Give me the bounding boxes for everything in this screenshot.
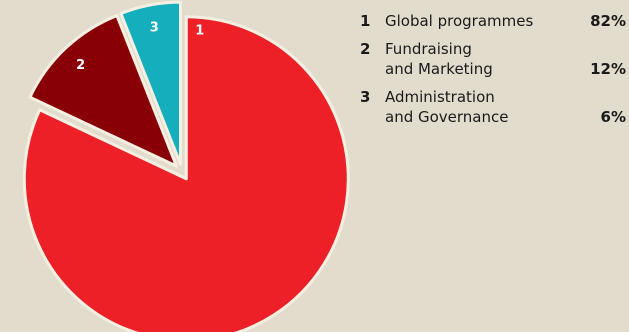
pie-chart: 1 2 3: [22, 0, 350, 332]
legend-label: Fundraising and Marketing: [385, 39, 575, 79]
pie-slice-3: [119, 0, 183, 166]
legend-number: 1: [360, 12, 371, 30]
pie-slice-2: [28, 14, 179, 168]
legend-value: 6%: [600, 108, 626, 126]
slice-number-label: 2: [76, 58, 85, 73]
legend-item: 3 Administration and Governance 6%: [360, 87, 626, 127]
legend-value: 82%: [590, 12, 626, 30]
legend-item: 1 Global programmes 82%: [360, 11, 626, 31]
legend-item: 2 Fundraising and Marketing 12%: [360, 39, 626, 79]
legend: 1 Global programmes 82% 2 Fundraising and Mar…: [360, 11, 626, 135]
legend-label-line: Global programmes: [385, 12, 534, 30]
legend-label: Global programmes: [385, 11, 575, 31]
legend-label-line: and Marketing: [385, 60, 493, 78]
slice-number-label: 3: [150, 21, 159, 36]
legend-label-line: and Governance: [385, 108, 509, 126]
legend-label-line: Fundraising: [385, 40, 472, 58]
legend-label-line: Administration: [385, 88, 495, 106]
legend-number: 3: [360, 88, 371, 106]
legend-value: 12%: [590, 60, 626, 78]
legend-number: 2: [360, 40, 371, 58]
legend-label: Administration and Governance: [385, 87, 575, 127]
pie-slice-1: [22, 15, 350, 332]
slice-number-label: 1: [195, 23, 204, 38]
